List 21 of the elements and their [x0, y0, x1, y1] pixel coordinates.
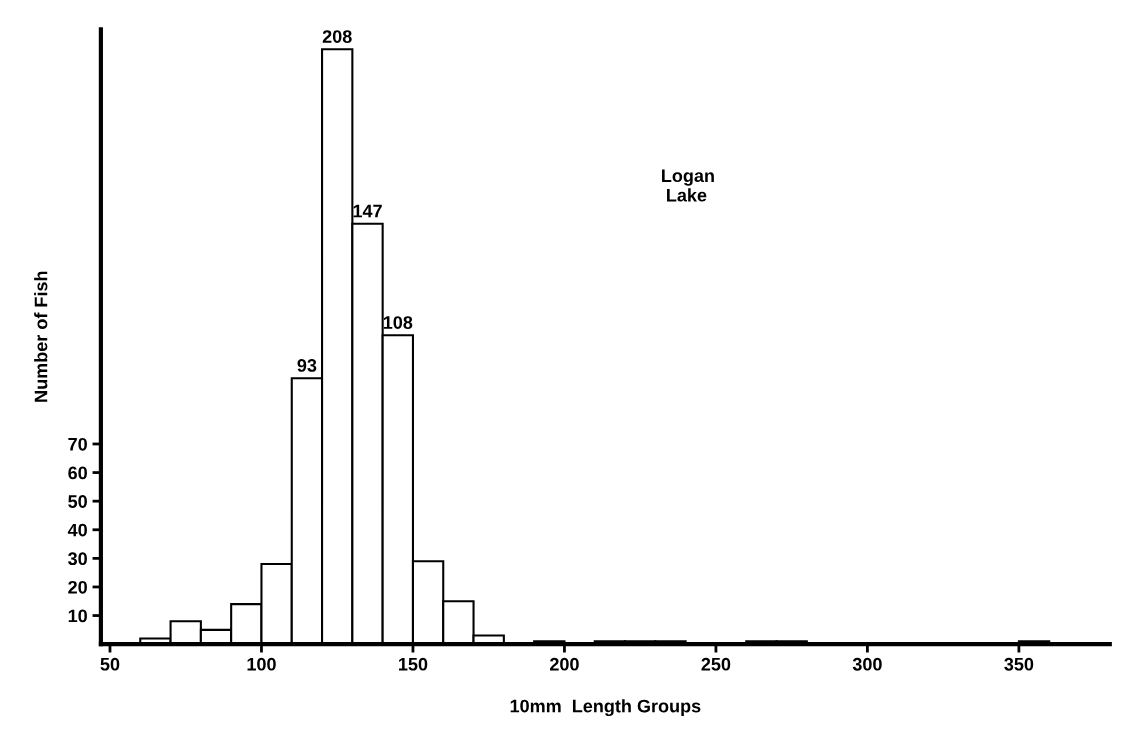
y-tick-label: 20: [68, 580, 87, 594]
y-tick-label: 70: [68, 437, 87, 451]
x-tick-label: 250: [701, 657, 731, 671]
data-label: 208: [322, 30, 352, 43]
x-tick-label: 350: [1004, 657, 1034, 671]
x-tick-label: 150: [399, 657, 428, 671]
x-tick-label: 200: [550, 657, 579, 671]
data-label: 147: [353, 204, 382, 218]
x-tick-label: 100: [247, 657, 276, 671]
y-tick-label: 10: [68, 609, 87, 623]
y-tick-label: 40: [67, 523, 87, 537]
data-label: 93: [297, 359, 317, 372]
y-tick-label: 30: [68, 552, 87, 566]
x-axis-title: 10mm Length Groups: [510, 699, 701, 717]
data-label: 108: [383, 316, 413, 329]
y-tick-label: 60: [68, 466, 87, 480]
x-tick-label: 300: [852, 657, 882, 671]
x-tick-label: 50: [100, 657, 120, 671]
annotation: Logan Lake: [662, 169, 714, 202]
y-axis-title: Number of Fish: [34, 271, 48, 402]
y-tick-label: 50: [68, 495, 87, 508]
